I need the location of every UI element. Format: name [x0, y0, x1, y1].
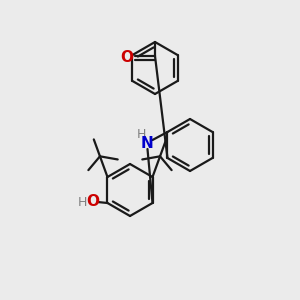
Text: O: O [86, 194, 99, 209]
Text: O: O [121, 50, 134, 64]
Text: H: H [78, 196, 87, 208]
Text: H: H [137, 128, 146, 140]
Text: N: N [141, 136, 154, 152]
